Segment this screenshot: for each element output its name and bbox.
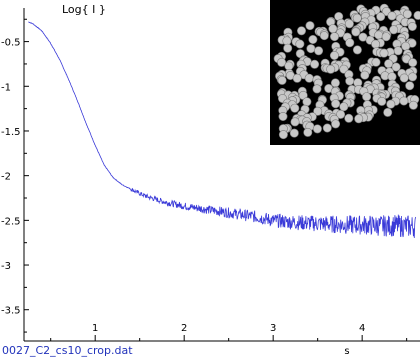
y-tick-label: -2 [1,172,11,183]
bead [277,75,287,85]
y-tick-label: -1.5 [1,127,21,138]
bead [393,46,403,56]
x-axis-label: s [344,346,349,357]
bead [331,119,341,129]
bead [331,99,341,109]
bead [290,103,300,113]
y-tick-label: -2.5 [1,216,21,227]
bead [326,64,336,74]
bead [377,96,387,106]
bead [330,78,340,88]
bead [304,73,314,83]
bead [289,128,299,138]
bead [305,21,315,31]
file-name-label: 0027_C2_cs10_crop.dat [2,344,133,357]
bead [290,117,300,127]
bead [408,72,418,82]
bead [319,31,329,41]
bead [391,62,401,72]
bead [352,13,362,23]
bead [303,127,313,137]
bead [312,124,322,134]
bead-model-inset [270,0,420,145]
bead [302,97,312,107]
bead [296,26,306,36]
bead [344,113,354,123]
bead [376,12,386,22]
bead [405,81,415,91]
bead [322,123,332,133]
bead [308,34,318,44]
bead [329,50,339,60]
x-tick-label: 2 [181,323,187,334]
bead [283,43,293,53]
bead [339,102,349,112]
bead [413,10,420,20]
bead [383,107,393,117]
bead [387,11,397,21]
bead [314,46,324,56]
bead [306,44,316,54]
bead [401,41,411,51]
bead [384,59,394,69]
bead [328,24,338,34]
bead [295,39,305,49]
bead [360,70,370,80]
bead [408,58,418,68]
bead [310,59,320,69]
x-tick-label: 1 [92,323,98,334]
bead [354,114,364,124]
bead [374,30,384,40]
bead [371,39,381,49]
bead [313,106,323,116]
bead [278,130,288,140]
bead [381,32,391,42]
bead [371,57,381,67]
ticks: -0.5 -1 -1.5 -2 -2.5 -3 -3.5 1 2 3 4 [1,18,408,341]
intensity-curve [28,21,416,239]
bead [386,99,396,109]
bead [277,57,287,67]
bead [278,112,288,122]
bead [292,73,302,83]
y-tick-label: -3.5 [1,306,21,317]
bead [351,27,361,37]
bead [345,38,355,48]
series-layer [28,21,416,239]
y-axis-label: Log{ I } [62,3,106,16]
bead [389,25,399,35]
bead [312,84,322,94]
y-tick-label: -3 [1,261,11,272]
bead [407,21,417,31]
bead [352,45,362,55]
bead [408,100,418,110]
bead [379,48,389,58]
bead [344,19,354,29]
bead [362,92,372,102]
x-tick-label: 4 [359,323,365,334]
x-tick-label: 3 [270,323,276,334]
bead [399,96,409,106]
bead [399,73,409,83]
y-tick-label: -1 [1,82,11,93]
bead [329,32,339,42]
y-tick-label: -0.5 [1,38,21,49]
bead [336,109,346,119]
bead [345,76,355,86]
